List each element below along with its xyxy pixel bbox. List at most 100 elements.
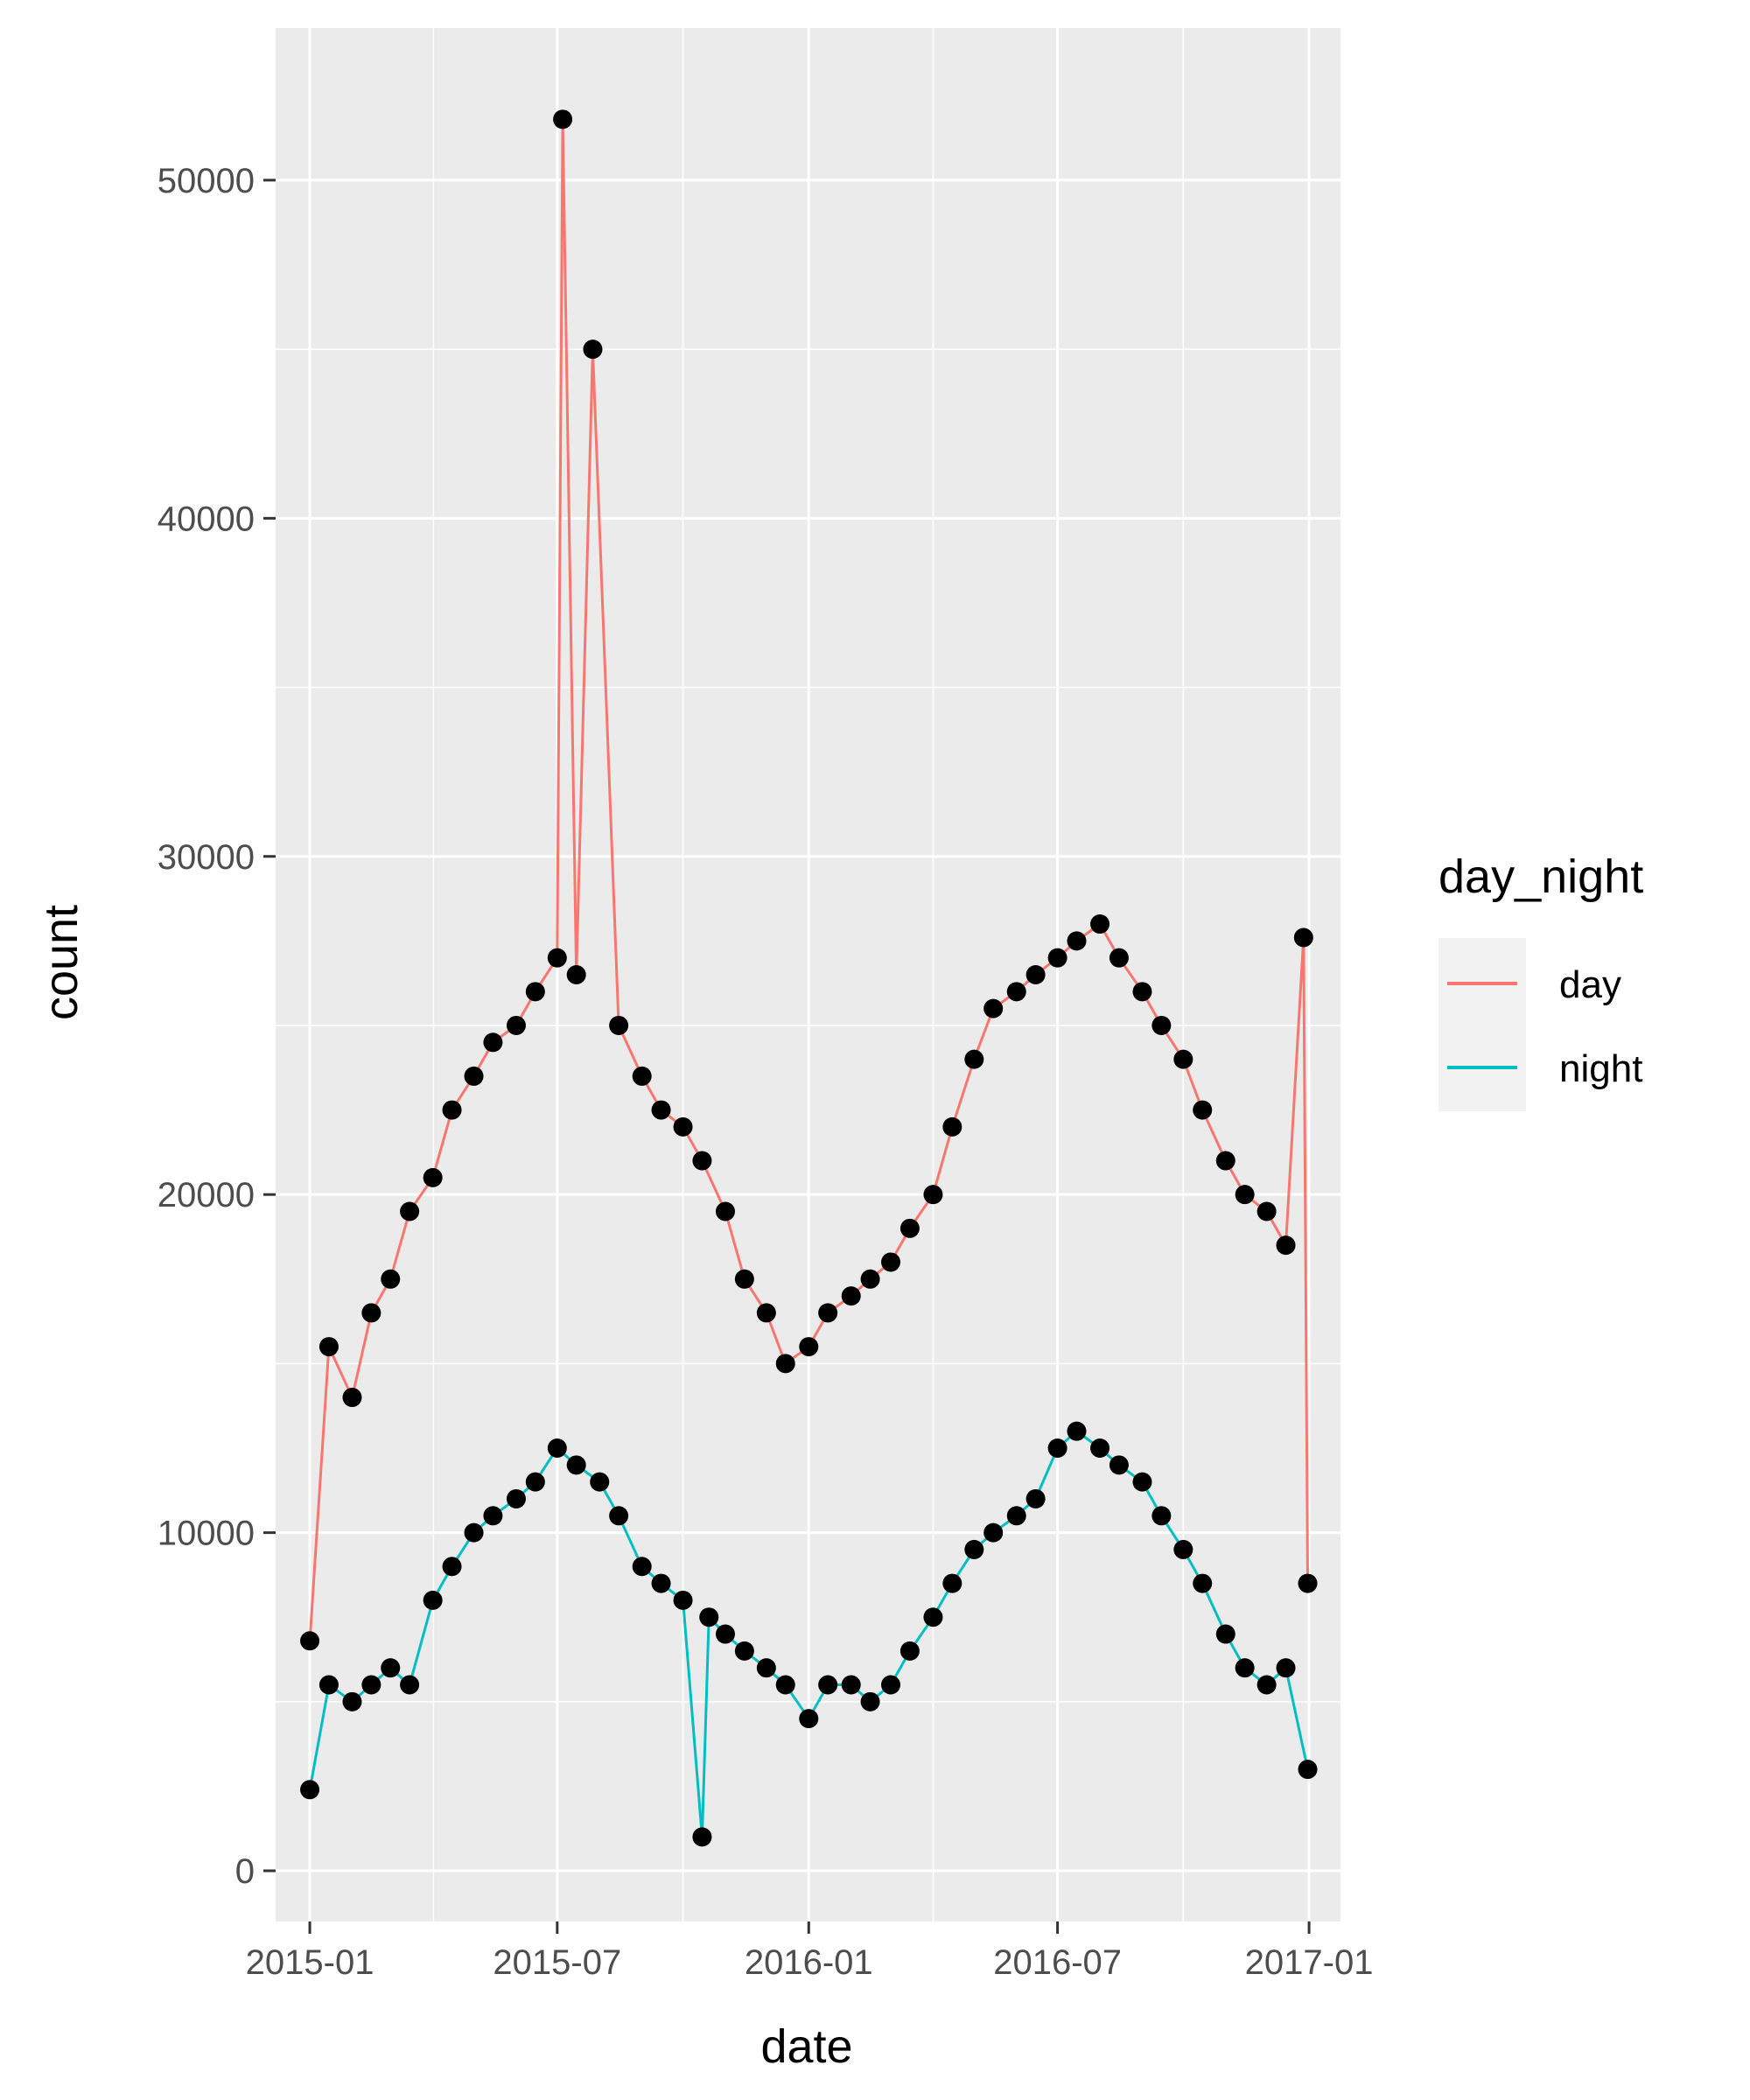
data-point-night: [1215, 1624, 1236, 1644]
data-point-night: [483, 1506, 503, 1526]
data-point-night: [942, 1573, 962, 1593]
data-point-day: [442, 1100, 462, 1120]
data-point-night: [775, 1675, 795, 1695]
data-point-night: [1006, 1506, 1026, 1526]
y-tick-label: 10000: [158, 1515, 255, 1553]
data-point-night: [547, 1438, 567, 1458]
data-point-night: [1047, 1438, 1068, 1458]
data-point-night: [1132, 1472, 1152, 1492]
y-axis-title: count: [35, 905, 88, 1020]
x-tick-label: 2015-01: [246, 1943, 374, 1982]
data-point-night: [632, 1557, 652, 1577]
data-point-night: [361, 1675, 382, 1695]
legend-label-night: night: [1559, 1047, 1642, 1090]
data-point-night: [1109, 1455, 1129, 1475]
data-point-day: [818, 1303, 838, 1323]
data-point-night: [900, 1641, 920, 1661]
data-point-day: [900, 1218, 920, 1238]
data-point-day: [692, 1151, 712, 1171]
data-point-night: [673, 1590, 693, 1610]
data-point-day: [1109, 948, 1129, 968]
data-point-day: [756, 1303, 776, 1323]
data-point-day: [583, 340, 603, 360]
y-tick-label: 0: [235, 1852, 255, 1891]
data-point-day: [651, 1100, 671, 1120]
data-point-night: [984, 1522, 1004, 1543]
data-point-day: [964, 1049, 984, 1069]
data-point-night: [400, 1675, 420, 1695]
data-point-day: [1090, 914, 1110, 934]
data-point-day: [942, 1116, 962, 1137]
data-point-night: [300, 1780, 320, 1800]
data-point-day: [1235, 1185, 1255, 1205]
data-point-night: [1067, 1421, 1087, 1441]
data-point-day: [1293, 928, 1313, 948]
data-point-night: [964, 1539, 984, 1559]
data-point-night: [318, 1675, 339, 1695]
data-point-day: [1152, 1015, 1172, 1035]
data-point-night: [1235, 1658, 1255, 1678]
data-point-night: [1193, 1573, 1213, 1593]
data-point-day: [881, 1252, 901, 1272]
data-point-day: [775, 1354, 795, 1374]
data-point-day: [673, 1116, 693, 1137]
data-point-day: [1026, 965, 1046, 984]
data-point-day: [566, 965, 586, 984]
data-point-day: [1132, 982, 1152, 1002]
data-point-night: [841, 1675, 861, 1695]
data-point-night: [1298, 1760, 1318, 1780]
data-point-day: [1173, 1049, 1194, 1069]
data-point-day: [506, 1015, 526, 1035]
data-point-day: [342, 1388, 362, 1408]
legend-label-day: day: [1559, 963, 1621, 1006]
data-point-day: [318, 1337, 339, 1357]
data-point-night: [423, 1590, 443, 1610]
data-point-night: [799, 1709, 819, 1729]
data-point-night: [881, 1675, 901, 1695]
data-point-day: [1276, 1236, 1296, 1256]
legend: day_night day night: [1438, 850, 1643, 1111]
data-point-night: [1090, 1438, 1110, 1458]
data-point-day: [860, 1269, 880, 1289]
data-point-day: [361, 1303, 382, 1323]
data-point-day: [300, 1631, 320, 1651]
data-point-night: [1256, 1675, 1277, 1695]
data-point-night: [818, 1675, 838, 1695]
data-point-night: [442, 1557, 462, 1577]
data-point-day: [423, 1167, 443, 1187]
y-tick-label: 30000: [158, 838, 255, 877]
data-point-day: [1193, 1100, 1213, 1120]
axis-ticks: [263, 178, 1311, 1934]
data-points: [300, 109, 1318, 1847]
data-point-night: [699, 1607, 719, 1628]
y-tick-label: 20000: [158, 1176, 255, 1214]
data-point-night: [692, 1827, 712, 1847]
data-point-night: [1276, 1658, 1296, 1678]
data-point-day: [547, 948, 567, 968]
data-point-day: [1006, 982, 1026, 1002]
x-axis-title: date: [760, 2020, 852, 2073]
data-point-night: [1026, 1488, 1046, 1508]
data-point-day: [1047, 948, 1068, 968]
legend-title: day_night: [1438, 850, 1643, 903]
data-point-day: [734, 1269, 754, 1289]
data-point-night: [506, 1488, 526, 1508]
data-point-night: [1152, 1506, 1172, 1526]
data-point-night: [1173, 1539, 1194, 1559]
data-point-night: [566, 1455, 586, 1475]
data-point-night: [860, 1691, 880, 1712]
data-point-night: [734, 1641, 754, 1661]
x-tick-label: 2016-07: [993, 1943, 1122, 1982]
data-point-night: [590, 1472, 610, 1492]
data-point-day: [400, 1201, 420, 1222]
data-point-day: [984, 998, 1004, 1018]
data-point-night: [651, 1573, 671, 1593]
data-point-day: [841, 1286, 861, 1306]
x-tick-label: 2015-07: [493, 1943, 621, 1982]
data-point-night: [525, 1472, 545, 1492]
major-gridlines: [276, 28, 1340, 1922]
data-point-night: [923, 1607, 943, 1628]
data-point-day: [799, 1337, 819, 1357]
data-point-day: [1067, 931, 1087, 951]
